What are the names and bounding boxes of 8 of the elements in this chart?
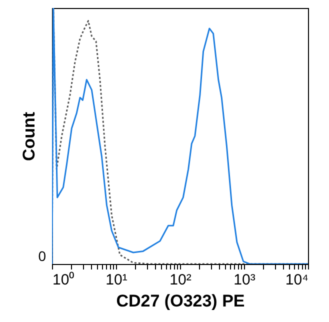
x-tick-label: 10²: [170, 272, 192, 288]
x-tick-label: 10⁰: [52, 272, 74, 288]
text: 0: [38, 248, 46, 264]
x-tick-label: 10³: [234, 272, 256, 288]
x-axis-title: CD27 (O323) PE: [116, 292, 245, 310]
x-tick-label: 10⁴: [285, 272, 308, 288]
y-axis-title: Count: [20, 112, 38, 162]
x-tick-label: 10¹: [106, 272, 128, 288]
